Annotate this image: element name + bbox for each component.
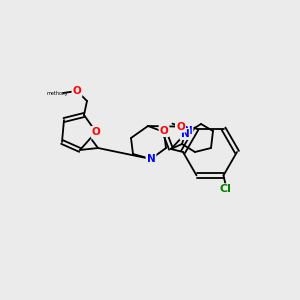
Text: N: N: [147, 154, 155, 164]
Text: Cl: Cl: [220, 184, 231, 194]
Text: N: N: [181, 129, 189, 139]
Text: O: O: [176, 121, 185, 130]
Text: O: O: [160, 126, 168, 136]
Text: O: O: [73, 86, 81, 96]
Text: O: O: [92, 127, 100, 137]
Text: methoxy: methoxy: [46, 91, 68, 95]
Text: N: N: [184, 126, 192, 136]
Text: O: O: [176, 122, 185, 132]
